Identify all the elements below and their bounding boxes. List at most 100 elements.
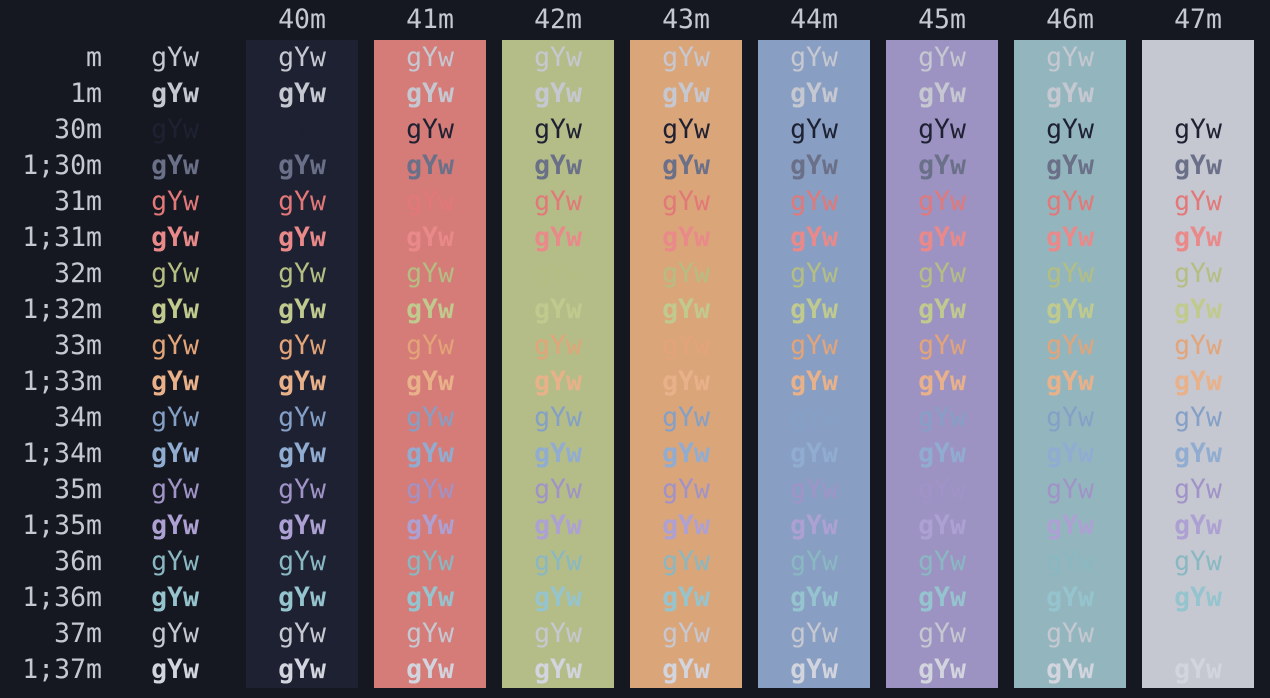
sample-text: gYw (406, 438, 454, 469)
sample-text: gYw (1174, 618, 1222, 649)
sample-text: gYw (406, 402, 454, 433)
sample-text: gYw (918, 186, 966, 217)
sample-text: gYw (278, 42, 326, 73)
sample-text: gYw (918, 42, 966, 73)
sample-text: gYw (1174, 114, 1222, 145)
sample-text: gYw (278, 546, 326, 577)
sample-text: gYw (662, 222, 710, 253)
sample-text: gYw (662, 114, 710, 145)
sample-text: gYw (1174, 222, 1222, 253)
sample-text: gYw (790, 294, 838, 325)
sample-text: gYw (151, 438, 199, 469)
sample-text: gYw (790, 402, 838, 433)
sample-text: gYw (278, 366, 326, 397)
sample-text: gYw (918, 222, 966, 253)
sample-text: gYw (790, 78, 838, 109)
row-label: m (86, 42, 102, 73)
bg-column-header: 44m (790, 4, 838, 35)
sample-text: gYw (790, 330, 838, 361)
bg-column-header: 42m (534, 4, 582, 35)
sample-text: gYw (790, 510, 838, 541)
sample-text: gYw (406, 618, 454, 649)
sample-text: gYw (151, 366, 199, 397)
bg-column-header: 45m (918, 4, 966, 35)
sample-text: gYw (534, 582, 582, 613)
sample-text: gYw (534, 330, 582, 361)
sample-text: gYw (534, 654, 582, 685)
sample-text: gYw (278, 150, 326, 181)
sample-text: gYw (1174, 402, 1222, 433)
sample-text: gYw (406, 510, 454, 541)
sample-text: gYw (918, 474, 966, 505)
sample-text: gYw (278, 78, 326, 109)
sample-text: gYw (534, 78, 582, 109)
sample-text: gYw (534, 258, 582, 289)
sample-text: gYw (662, 78, 710, 109)
sample-text: gYw (1174, 150, 1222, 181)
sample-text: gYw (1174, 510, 1222, 541)
row-label: 1;37m (22, 654, 102, 685)
sample-text: gYw (151, 114, 199, 145)
sample-text: gYw (918, 294, 966, 325)
sample-text: gYw (662, 330, 710, 361)
sample-text: gYw (1046, 42, 1094, 73)
sample-text: gYw (1174, 582, 1222, 613)
sample-text: gYw (662, 186, 710, 217)
sample-text: gYw (1174, 546, 1222, 577)
sample-text: gYw (1046, 150, 1094, 181)
row-label: 36m (54, 546, 102, 577)
sample-text: gYw (406, 474, 454, 505)
sample-text: gYw (278, 114, 326, 145)
sample-text: gYw (406, 222, 454, 253)
sample-text: gYw (662, 618, 710, 649)
sample-text: gYw (534, 438, 582, 469)
sample-text: gYw (534, 546, 582, 577)
bg-column-43m (630, 40, 742, 688)
sample-text: gYw (278, 582, 326, 613)
sample-text: gYw (790, 222, 838, 253)
row-label: 1;32m (22, 294, 102, 325)
row-label: 1;31m (22, 222, 102, 253)
sample-text: gYw (406, 150, 454, 181)
sample-text: gYw (790, 438, 838, 469)
sample-text: gYw (1174, 438, 1222, 469)
sample-text: gYw (918, 582, 966, 613)
bg-column-header: 46m (1046, 4, 1094, 35)
sample-text: gYw (1174, 330, 1222, 361)
row-label: 35m (54, 474, 102, 505)
row-label: 1;36m (22, 582, 102, 613)
sample-text: gYw (662, 510, 710, 541)
sample-text: gYw (918, 654, 966, 685)
sample-text: gYw (1046, 294, 1094, 325)
sample-text: gYw (406, 330, 454, 361)
bg-column-header: 40m (278, 4, 326, 35)
sample-text: gYw (151, 150, 199, 181)
sample-text: gYw (534, 114, 582, 145)
sample-text: gYw (662, 438, 710, 469)
sample-text: gYw (1046, 258, 1094, 289)
sample-text: gYw (534, 366, 582, 397)
sample-text: gYw (790, 582, 838, 613)
sample-text: gYw (278, 186, 326, 217)
sample-text: gYw (151, 42, 199, 73)
sample-text: gYw (278, 258, 326, 289)
sample-text: gYw (790, 366, 838, 397)
sample-text: gYw (151, 78, 199, 109)
sample-text: gYw (534, 474, 582, 505)
bg-column-41m (374, 40, 486, 688)
sample-text: gYw (151, 582, 199, 613)
sample-text: gYw (406, 654, 454, 685)
sample-text: gYw (790, 114, 838, 145)
row-label: 32m (54, 258, 102, 289)
sample-text: gYw (662, 150, 710, 181)
sample-text: gYw (1046, 78, 1094, 109)
sample-text: gYw (534, 42, 582, 73)
sample-text: gYw (406, 114, 454, 145)
sample-text: gYw (278, 654, 326, 685)
row-label: 34m (54, 402, 102, 433)
sample-text: gYw (1174, 654, 1222, 685)
sample-text: gYw (662, 42, 710, 73)
sample-text: gYw (406, 366, 454, 397)
sample-text: gYw (278, 330, 326, 361)
sample-text: gYw (1174, 42, 1222, 73)
